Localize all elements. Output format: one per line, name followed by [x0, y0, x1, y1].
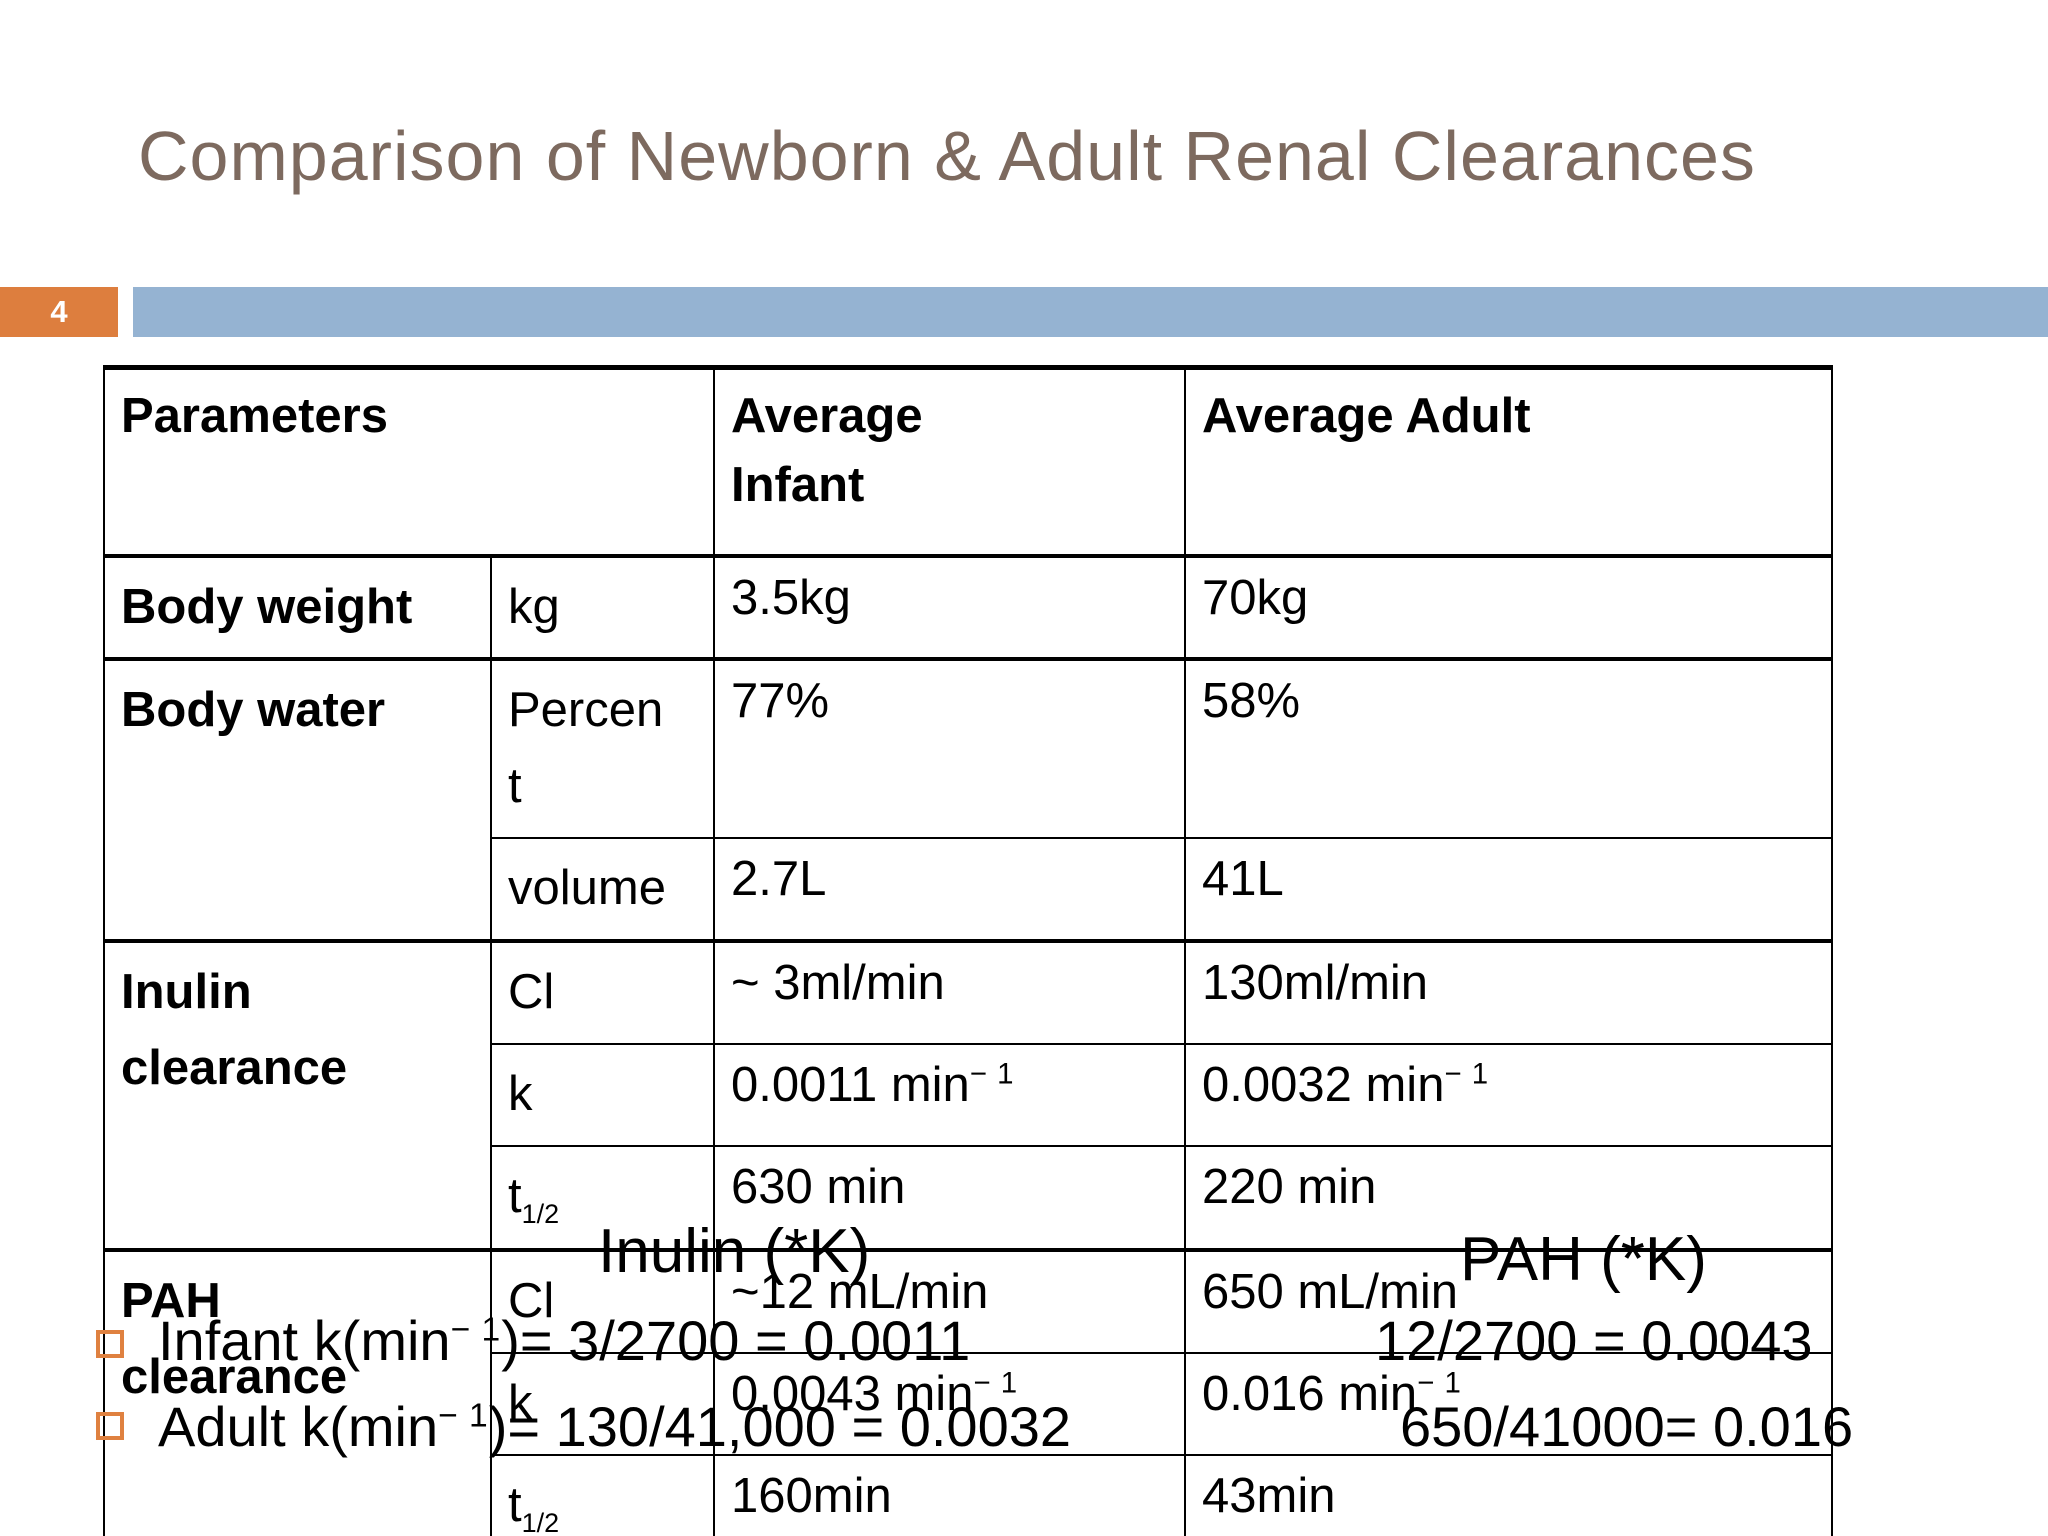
cell-inulin-thalf-infant: 630 min — [713, 1145, 1186, 1251]
header-cell-average-adult: Average Adult — [1184, 365, 1833, 557]
cell-inulin-thalf-adult: 220 min — [1184, 1145, 1833, 1251]
cell-body-water-volume-adult: 41L — [1184, 837, 1833, 943]
cell-pah-thalf-adult: 43min — [1184, 1453, 1833, 1536]
row-body-weight: Body weight kg 3.5kg 70kg — [103, 553, 1833, 661]
comparison-table: Parameters Average Infant Average Adult B… — [103, 365, 1833, 1536]
row-pah-k: k 0.0043 min− 1 0.016 min− 1 — [104, 1351, 1833, 1456]
cell-pah-cl-sub: Cl — [490, 1247, 715, 1354]
row-body-water-volume: volume 2.7L 41L — [104, 837, 1833, 943]
cell-pah-thalf-sub: t1/2 — [490, 1453, 715, 1536]
cell-pah-k-adult: 0.016 min− 1 — [1184, 1351, 1833, 1456]
adult-k-calculation-inulin: Adult k(min− 1)= 130/41,000 = 0.0032 — [158, 1395, 1072, 1458]
bullet-square-icon — [96, 1412, 124, 1440]
cell-body-water-volume-sub: volume — [490, 837, 715, 943]
cell-pah-k-sub: k — [490, 1351, 715, 1456]
cell-inulin-cl-adult: 130ml/min — [1184, 939, 1833, 1046]
table-header-row: Parameters Average Infant Average Adult — [103, 365, 1833, 557]
cell-pah-thalf-infant: 160min — [713, 1453, 1186, 1536]
cell-body-weight-label: Body weight — [103, 553, 492, 661]
infant-k-calculation-pah: 12/2700 = 0.0043 — [1375, 1309, 1813, 1372]
row-inulin-thalf: t1/2 630 min 220 min — [104, 1145, 1833, 1251]
cell-inulin-k-infant: 0.0011 min− 1 — [713, 1043, 1186, 1148]
slide-number: 4 — [50, 294, 68, 329]
cell-body-water-percent-adult: 58% — [1184, 657, 1833, 840]
cell-pah-cl-adult: 650 mL/min — [1184, 1247, 1833, 1354]
row-inulin-k: k 0.0011 min− 1 0.0032 min− 1 — [104, 1043, 1833, 1148]
cell-body-water-percent-sub: Percen t — [490, 657, 715, 840]
cell-body-weight-unit: kg — [490, 553, 715, 661]
row-inulin-cl: Inulin clearance Cl ~ 3ml/min 130ml/min — [103, 939, 1833, 1251]
header-cell-average-infant: Average Infant — [713, 365, 1186, 557]
bullet-square-icon — [96, 1330, 124, 1358]
cell-inulin-label: Inulin clearance — [103, 939, 492, 1251]
header-cell-parameters: Parameters — [103, 365, 715, 557]
row-body-water-percent: Body water Percen t 77% 58% — [103, 657, 1833, 943]
cell-pah-k-infant: 0.0043 min− 1 — [713, 1351, 1186, 1456]
cell-inulin-k-sub: k — [490, 1043, 715, 1148]
cell-pah-label: PAH clearance — [103, 1247, 492, 1536]
cell-inulin-thalf-sub: t1/2 — [490, 1145, 715, 1251]
infant-k-calculation-inulin: Infant k(min− 1)= 3/2700 = 0.0011 — [158, 1309, 971, 1372]
pah-k-overlay-label: PAH (*K) — [1460, 1225, 1707, 1294]
cell-inulin-k-adult: 0.0032 min− 1 — [1184, 1043, 1833, 1148]
cell-body-water-percent-infant: 77% — [713, 657, 1186, 840]
slide-number-badge: 4 — [0, 287, 118, 337]
header-accent-bar — [133, 287, 2048, 337]
cell-body-weight-adult: 70kg — [1184, 553, 1833, 661]
cell-pah-cl-infant: ~12 mL/min — [713, 1247, 1186, 1354]
adult-k-calculation-pah: 650/41000= 0.016 — [1400, 1395, 1854, 1458]
cell-inulin-cl-sub: Cl — [490, 939, 715, 1046]
row-pah-thalf: t1/2 160min 43min — [104, 1453, 1833, 1536]
cell-body-water-volume-infant: 2.7L — [713, 837, 1186, 943]
inulin-k-overlay-label: Inulin (*K) — [598, 1217, 871, 1286]
row-pah-cl: PAH clearance Cl ~12 mL/min 650 mL/min — [103, 1247, 1833, 1536]
page-title: Comparison of Newborn & Adult Renal Clea… — [138, 117, 1756, 195]
cell-inulin-cl-infant: ~ 3ml/min — [713, 939, 1186, 1046]
cell-body-water-label: Body water — [103, 657, 492, 943]
cell-body-weight-infant: 3.5kg — [713, 553, 1186, 661]
